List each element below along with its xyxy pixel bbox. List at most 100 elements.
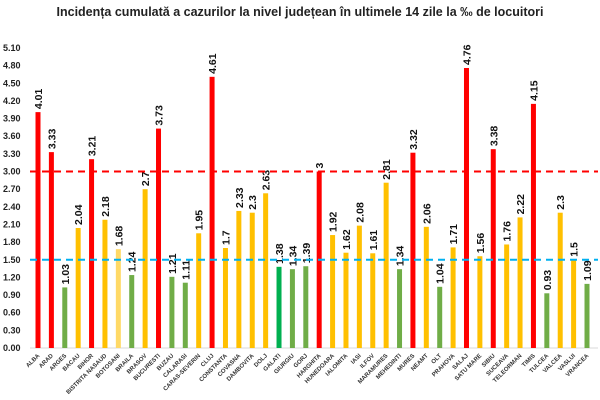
bar — [490, 149, 496, 348]
y-tick-label: 2.40 — [3, 202, 21, 212]
bar — [236, 210, 242, 348]
bar — [544, 293, 550, 348]
data-label: 1.34 — [395, 246, 407, 267]
y-tick-label: 4.80 — [3, 61, 21, 71]
bar — [102, 219, 108, 348]
bar — [263, 193, 269, 348]
bar — [557, 212, 563, 348]
data-label: 2.18 — [100, 196, 112, 217]
data-label: 2.22 — [515, 194, 527, 215]
data-label: 2.3 — [555, 195, 567, 210]
data-label: 1.38 — [274, 243, 286, 264]
data-label: 1.09 — [582, 260, 594, 281]
data-label: 3 — [314, 163, 326, 169]
data-label: 1.92 — [328, 211, 340, 232]
bar — [48, 152, 54, 348]
bar — [383, 182, 389, 348]
y-tick-label: 0.30 — [3, 325, 21, 335]
bar — [397, 269, 403, 348]
data-label: 2.33 — [234, 187, 246, 208]
y-tick-label: 0.00 — [3, 343, 21, 353]
bar — [249, 212, 255, 348]
data-label: 2.3 — [247, 195, 259, 210]
bar — [276, 266, 282, 348]
bar — [504, 244, 510, 348]
data-label: 1.34 — [287, 246, 299, 267]
y-tick-label: 4.50 — [3, 78, 21, 88]
data-label: 1.04 — [435, 263, 447, 284]
bar — [463, 68, 469, 348]
bar — [477, 256, 483, 348]
bar — [196, 233, 202, 348]
bar — [303, 266, 309, 348]
data-label: 4.76 — [461, 44, 473, 65]
bar — [89, 159, 95, 348]
bar — [530, 103, 536, 348]
data-label: 2.06 — [421, 203, 433, 224]
data-label: 1.5 — [569, 242, 581, 257]
data-label: 3.73 — [154, 105, 166, 126]
y-tick-label: 4.20 — [3, 96, 21, 106]
data-label: 1.39 — [301, 243, 313, 264]
data-label: 1.03 — [60, 264, 72, 285]
bar — [35, 112, 41, 348]
chart-title: Incidența cumulată a cazurilor la nivel … — [56, 5, 544, 19]
bar — [156, 128, 162, 348]
data-label: 1.71 — [448, 224, 460, 245]
bar — [129, 275, 135, 348]
data-label: 2.04 — [73, 204, 85, 225]
data-label: 1.11 — [180, 260, 192, 280]
bar — [289, 269, 295, 348]
bar — [75, 228, 81, 348]
data-label: 4.61 — [207, 53, 219, 74]
y-tick-label: 3.90 — [3, 114, 21, 124]
data-label: 3.21 — [87, 136, 99, 157]
y-tick-label: 5.10 — [3, 43, 21, 53]
y-tick-label: 0.60 — [3, 308, 21, 318]
data-label: 2.81 — [381, 159, 393, 180]
bar — [209, 76, 215, 348]
data-label: 4.01 — [33, 89, 45, 110]
bar — [115, 249, 121, 348]
bar — [142, 189, 148, 348]
data-label: 1.21 — [167, 253, 179, 274]
bar — [370, 253, 376, 348]
y-tick-label: 1.20 — [3, 272, 21, 282]
y-tick-label: 3.00 — [3, 167, 21, 177]
data-label: 2.08 — [354, 202, 366, 223]
bar — [62, 287, 68, 348]
data-label: 1.61 — [368, 230, 380, 251]
bar — [584, 283, 590, 348]
data-label: 4.15 — [528, 80, 540, 101]
bar — [571, 259, 577, 348]
data-label: 0.93 — [542, 270, 554, 291]
bar — [437, 286, 443, 348]
data-label: 1.7 — [220, 230, 232, 245]
y-tick-label: 1.50 — [3, 255, 21, 265]
bar — [356, 225, 362, 348]
bar — [450, 247, 456, 348]
data-label: 3.33 — [46, 129, 58, 150]
data-label: 3.32 — [408, 129, 420, 150]
data-label: 1.68 — [113, 226, 125, 247]
bar — [182, 282, 188, 348]
y-tick-label: 2.10 — [3, 219, 21, 229]
data-label: 1.56 — [475, 233, 487, 254]
bar — [330, 235, 336, 348]
bar — [169, 276, 175, 348]
y-tick-label: 3.30 — [3, 149, 21, 159]
bar — [517, 217, 523, 348]
data-label: 1.95 — [194, 210, 206, 231]
bar — [343, 252, 349, 348]
y-tick-label: 3.60 — [3, 131, 21, 141]
bar — [423, 226, 429, 348]
data-label: 1.76 — [502, 221, 514, 242]
data-label: 2.63 — [261, 170, 273, 191]
y-tick-label: 0.90 — [3, 290, 21, 300]
y-tick-label: 1.80 — [3, 237, 21, 247]
data-label: 2.7 — [140, 171, 152, 186]
data-label: 1.62 — [341, 229, 353, 250]
bar — [222, 248, 228, 348]
data-label: 1.24 — [127, 251, 139, 272]
